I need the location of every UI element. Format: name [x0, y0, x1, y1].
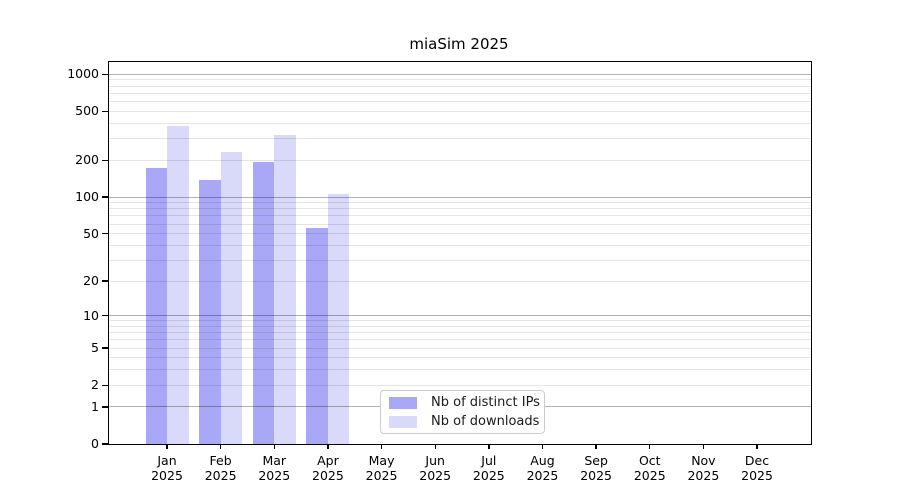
- legend: Nb of distinct IPs Nb of downloads: [380, 390, 545, 434]
- x-tick-nov: [702, 444, 705, 449]
- gridline-y-70: [109, 215, 811, 217]
- gridline-y-400: [109, 122, 811, 124]
- y-tick-20: [102, 280, 108, 282]
- bar-distinct-ips-mar: [252, 161, 275, 444]
- y-tick-0: [102, 443, 108, 445]
- x-tick-label-jun: Jun 2025: [419, 453, 452, 483]
- x-tick-sep: [595, 444, 597, 449]
- y-tick-label-200: 200: [75, 152, 99, 168]
- x-tick-label-may: May 2025: [365, 453, 398, 483]
- gridline-y-40: [109, 244, 811, 246]
- legend-swatch-distinct-ips: [389, 396, 417, 409]
- x-tick-label-jul: Jul 2025: [472, 453, 505, 483]
- gridline-y-20: [109, 280, 811, 282]
- legend-swatch-downloads: [389, 415, 417, 428]
- x-tick-label-sep: Sep 2025: [580, 453, 613, 483]
- gridline-y-80: [109, 208, 811, 210]
- gridline-y-60: [109, 223, 811, 225]
- gridline-y-500: [109, 110, 811, 112]
- bar-downloads-apr: [327, 194, 350, 444]
- y-tick-1000: [102, 73, 108, 76]
- legend-item-distinct-ips: Nb of distinct IPs: [389, 393, 540, 412]
- x-tick-jun: [434, 444, 436, 449]
- y-tick-200: [102, 159, 108, 161]
- y-tick-label-5: 5: [91, 340, 99, 356]
- gridline-y-6: [109, 339, 811, 341]
- x-tick-may: [380, 444, 383, 449]
- x-tick-oct: [649, 444, 651, 449]
- gridline-y-2: [109, 384, 811, 386]
- y-tick-label-1: 1: [91, 398, 99, 414]
- gridline-y-7: [109, 332, 811, 334]
- y-tick-100: [102, 196, 108, 198]
- legend-label-distinct-ips: Nb of distinct IPs: [431, 395, 540, 410]
- gridline-y-600: [109, 101, 811, 103]
- plot-area: Nb of distinct IPs Nb of downloads 0 1 2 5 1…: [67, 61, 812, 483]
- y-tick-500: [102, 110, 108, 113]
- x-tick-feb: [219, 444, 222, 449]
- x-tick-aug: [541, 444, 544, 449]
- bar-distinct-ips-feb: [199, 179, 221, 444]
- gridline-y-50: [109, 233, 811, 235]
- x-tick-jul: [488, 444, 490, 449]
- y-tick-1: [102, 406, 108, 408]
- x-tick-apr: [327, 444, 329, 449]
- y-tick-5: [102, 347, 108, 349]
- gridline-y-700: [109, 92, 811, 94]
- y-tick-label-0: 0: [91, 436, 99, 451]
- y-tick-2: [102, 384, 108, 386]
- x-tick-mar: [273, 444, 275, 449]
- gridline-y-10: [109, 315, 811, 317]
- x-tick-label-mar: Mar 2025: [258, 453, 291, 483]
- gridline-y-200: [109, 159, 811, 161]
- y-tick-label-20: 20: [83, 273, 99, 289]
- legend-label-downloads: Nb of downloads: [431, 414, 540, 429]
- y-tick-label-1000: 1000: [67, 66, 99, 82]
- y-tick-label-500: 500: [75, 103, 99, 119]
- y-tick-label-100: 100: [75, 189, 99, 205]
- x-tick-label-feb: Feb 2025: [204, 453, 237, 483]
- x-tick-label-apr: Apr 2025: [312, 453, 344, 483]
- gridline-y-300: [109, 138, 811, 140]
- y-tick-label-2: 2: [91, 377, 99, 393]
- x-tick-label-nov: Nov 2025: [687, 453, 720, 483]
- gridline-y-3: [109, 369, 811, 371]
- y-tick-label-50: 50: [83, 225, 99, 241]
- gridline-y-900: [109, 79, 811, 81]
- y-tick-label-10: 10: [83, 307, 99, 323]
- gridline-y-4: [109, 357, 811, 359]
- chart-title: miaSim 2025: [409, 35, 509, 53]
- bar-downloads-mar: [274, 135, 296, 444]
- gridline-y-8: [109, 325, 811, 327]
- gridline-y-100: [109, 196, 811, 198]
- x-tick-label-jan: Jan 2025: [151, 453, 183, 483]
- bar-downloads-jan: [167, 126, 189, 444]
- legend-item-downloads: Nb of downloads: [389, 412, 540, 431]
- gridline-y-1000: [109, 73, 811, 75]
- y-tick-50: [102, 232, 108, 235]
- x-tick-jan: [166, 444, 168, 449]
- gridline-y-90: [109, 202, 811, 204]
- x-tick-dec: [756, 444, 758, 449]
- x-tick-label-oct: Oct 2025: [633, 453, 666, 483]
- bar-distinct-ips-jan: [145, 168, 167, 444]
- gridline-y-5: [109, 347, 811, 349]
- x-tick-label-dec: Dec 2025: [741, 453, 773, 483]
- bar-downloads-feb: [220, 152, 243, 444]
- gridline-y-30: [109, 259, 811, 261]
- gridline-y-800: [109, 85, 811, 87]
- gridline-y-9: [109, 320, 811, 322]
- bar-distinct-ips-apr: [306, 227, 328, 444]
- y-tick-10: [102, 315, 108, 317]
- x-tick-label-aug: Aug 2025: [526, 453, 559, 483]
